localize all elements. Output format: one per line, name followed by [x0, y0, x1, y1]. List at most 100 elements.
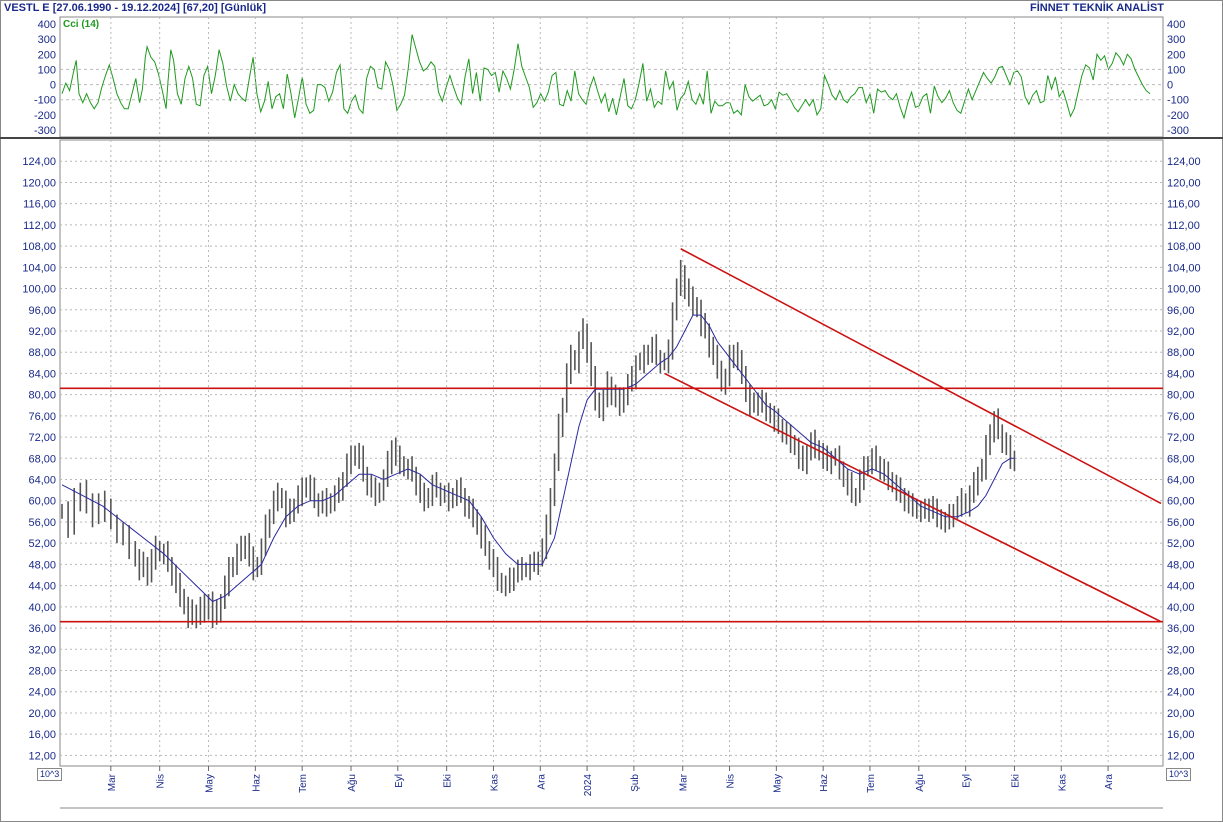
provider-label: FİNNET TEKNİK ANALİST: [1029, 2, 1164, 14]
price-tick-label-right: 112,00: [1167, 220, 1200, 232]
price-tick-label-left: 56,00: [28, 517, 56, 529]
price-tick-label-right: 64,00: [1167, 475, 1195, 487]
month-label: Ara: [536, 774, 547, 790]
month-label: Tem: [298, 774, 309, 793]
price-tick-label-left: 76,00: [28, 411, 56, 423]
price-tick-label-right: 100,00: [1167, 284, 1201, 296]
cci-tick-label-right: -100: [1167, 95, 1189, 107]
cci-line: [61, 34, 1151, 120]
price-tick-label-left: 88,00: [28, 347, 56, 359]
chart-title: VESTL E [27.06.1990 - 19.12.2024] [67,20…: [4, 2, 267, 14]
month-label: Eyl: [962, 774, 973, 788]
price-tick-label-right: 28,00: [1167, 666, 1195, 678]
cci-tick-label-right: 0: [1167, 80, 1173, 92]
price-tick-label-left: 48,00: [28, 559, 56, 571]
month-label: Mar: [107, 773, 118, 791]
price-tick-label-left: 80,00: [28, 390, 56, 402]
price-tick-label-right: 108,00: [1167, 241, 1201, 253]
price-tick-label-left: 20,00: [28, 708, 56, 720]
price-tick-label-right: 68,00: [1167, 453, 1195, 465]
month-label: Şub: [630, 774, 641, 792]
price-tick-label-right: 120,00: [1167, 177, 1201, 189]
month-label: Kas: [489, 774, 500, 791]
month-label: Kas: [1057, 774, 1068, 791]
price-tick-label-right: 44,00: [1167, 581, 1195, 593]
month-label: Haz: [819, 774, 830, 792]
month-label: Ağu: [915, 774, 926, 792]
cci-tick-label-right: 300: [1167, 34, 1185, 46]
price-tick-label-right: 104,00: [1167, 262, 1201, 274]
price-tick-label-right: 88,00: [1167, 347, 1195, 359]
price-tick-label-left: 32,00: [28, 644, 56, 656]
unit-label-left: 10^3: [37, 768, 63, 781]
price-tick-label-left: 116,00: [23, 199, 56, 211]
month-label: 2024: [583, 774, 594, 797]
price-tick-label-left: 120,00: [22, 177, 56, 189]
price-tick-label-left: 108,00: [22, 241, 56, 253]
cci-tick-label-right: 400: [1167, 19, 1185, 31]
price-tick-label-left: 124,00: [22, 156, 56, 168]
price-tick-label-right: 72,00: [1167, 432, 1195, 444]
price-tick-label-left: 16,00: [28, 729, 56, 741]
price-tick-label-right: 92,00: [1167, 326, 1195, 338]
unit-label-right: 10^3: [1166, 768, 1192, 781]
month-label: May: [772, 774, 783, 793]
price-tick-label-right: 20,00: [1167, 708, 1195, 720]
price-tick-label-left: 68,00: [28, 453, 56, 465]
cci-tick-label-left: 100: [38, 64, 56, 76]
price-tick-label-left: 28,00: [28, 666, 56, 678]
price-tick-label-left: 24,00: [28, 687, 56, 699]
price-tick-label-left: 44,00: [28, 581, 56, 593]
cci-tick-label-right: -300: [1167, 125, 1189, 137]
price-tick-label-right: 40,00: [1167, 602, 1195, 614]
price-tick-label-right: 96,00: [1167, 305, 1195, 317]
price-tick-label-right: 80,00: [1167, 390, 1195, 402]
price-panel-border: [59, 139, 1164, 767]
cci-tick-label-left: -100: [34, 95, 56, 107]
month-label: Nis: [726, 774, 737, 788]
cci-tick-label-left: 400: [38, 19, 56, 31]
price-tick-label-left: 72,00: [28, 432, 56, 444]
price-tick-label-left: 92,00: [28, 326, 56, 338]
price-tick-label-right: 84,00: [1167, 368, 1195, 380]
cci-tick-label-right: -200: [1167, 110, 1189, 122]
price-tick-label-left: 100,00: [22, 284, 56, 296]
price-tick-label-left: 112,00: [23, 220, 56, 232]
price-tick-label-left: 12,00: [28, 750, 56, 762]
price-tick-label-right: 76,00: [1167, 411, 1195, 423]
month-label: Tem: [866, 774, 877, 793]
moving-average-line: [61, 314, 1015, 603]
trend-channel-line: [680, 248, 1162, 505]
cci-tick-label-left: 300: [38, 34, 56, 46]
price-tick-label-right: 12,00: [1167, 750, 1195, 762]
price-tick-label-right: 24,00: [1167, 687, 1195, 699]
cci-tick-label-right: 100: [1167, 64, 1185, 76]
price-tick-label-left: 104,00: [22, 262, 56, 274]
month-label: Ara: [1104, 774, 1115, 790]
month-label: Eki: [443, 774, 454, 788]
month-label: Eki: [1010, 774, 1021, 788]
month-label: May: [205, 774, 216, 793]
cci-tick-label-left: 200: [38, 49, 56, 61]
trend-channel-line: [664, 372, 1162, 623]
month-label: Haz: [251, 774, 262, 792]
price-tick-label-right: 116,00: [1167, 199, 1200, 211]
cci-tick-label-left: -300: [34, 125, 56, 137]
price-tick-label-right: 56,00: [1167, 517, 1195, 529]
price-tick-label-left: 36,00: [28, 623, 56, 635]
cci-legend: Cci (14): [63, 19, 99, 30]
price-tick-label-right: 36,00: [1167, 623, 1195, 635]
price-tick-label-left: 96,00: [28, 305, 56, 317]
price-tick-label-left: 64,00: [28, 475, 56, 487]
cci-tick-label-right: 200: [1167, 49, 1185, 61]
price-tick-label-right: 60,00: [1167, 496, 1195, 508]
price-tick-label-right: 16,00: [1167, 729, 1195, 741]
price-tick-label-right: 48,00: [1167, 559, 1195, 571]
month-label: Eyl: [394, 774, 405, 788]
price-tick-label-right: 32,00: [1167, 644, 1195, 656]
month-label: Nis: [156, 774, 167, 788]
price-tick-label-left: 40,00: [28, 602, 56, 614]
cci-tick-label-left: 0: [50, 80, 56, 92]
price-tick-label-left: 60,00: [28, 496, 56, 508]
